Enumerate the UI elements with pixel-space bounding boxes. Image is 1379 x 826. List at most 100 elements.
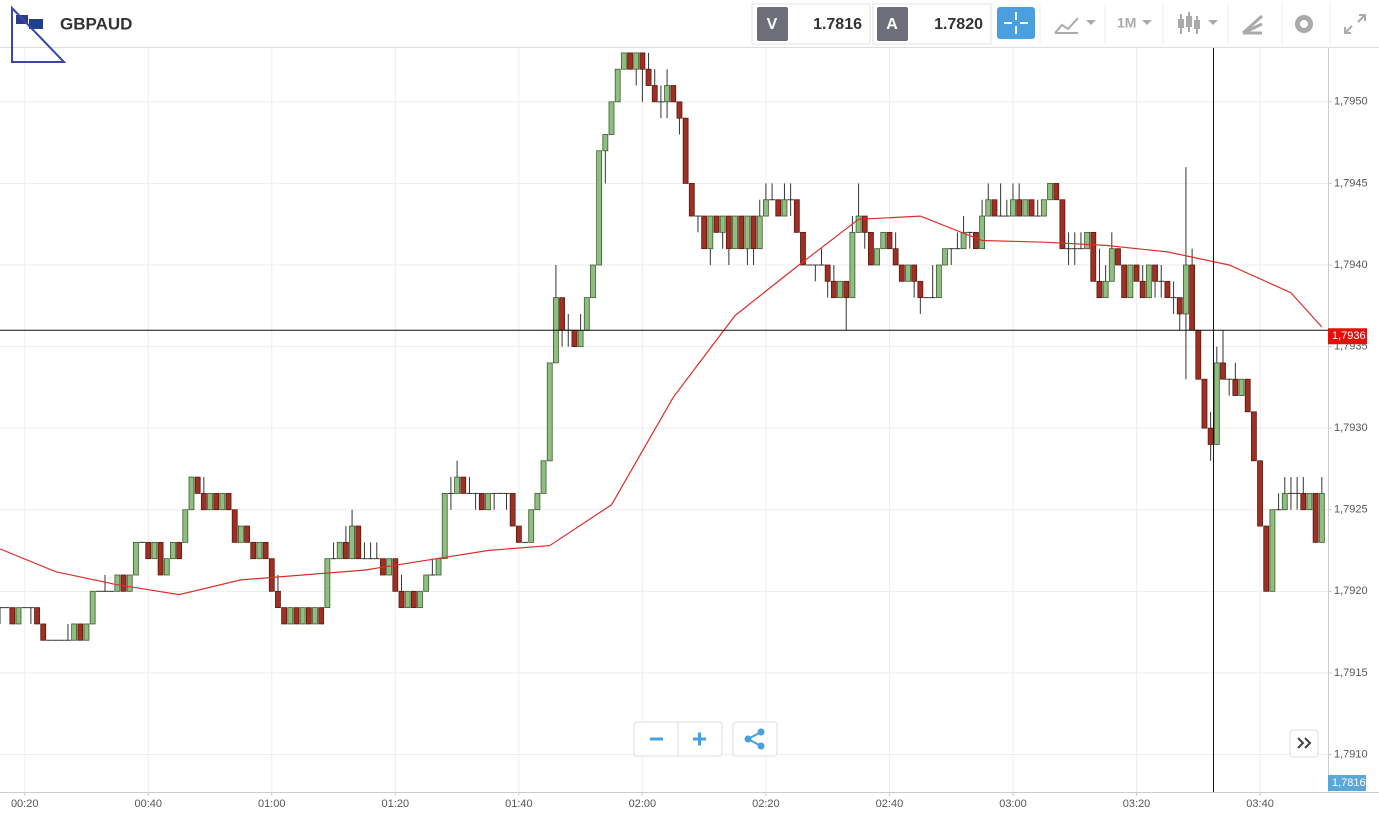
candle-body (874, 248, 880, 266)
candle-body (83, 623, 90, 641)
candle-body (664, 85, 670, 103)
marks (0, 52, 1325, 641)
candle-body (1053, 183, 1060, 201)
candle-body (120, 574, 127, 592)
candle-body (299, 607, 306, 625)
candle-body (1040, 199, 1047, 217)
price-tags: 1,7936 1,7816 (0, 328, 1367, 791)
candle-body (725, 215, 732, 250)
candle-body (719, 215, 726, 233)
x-tick-label: 01:00 (258, 798, 286, 810)
candle-body (688, 183, 695, 217)
candle-body (942, 248, 948, 266)
candle-body (1164, 280, 1171, 299)
candle-body (1010, 199, 1016, 217)
candle-body (571, 329, 578, 347)
candle-body (34, 607, 40, 625)
candle-body (1207, 427, 1214, 445)
candle-body (460, 476, 467, 494)
symbol[interactable]: GBPAUD (60, 14, 132, 33)
y-tick-label: 1,7950 (1334, 96, 1368, 108)
y-tick-label: 1,7925 (1334, 504, 1368, 516)
crosshair-button[interactable] (997, 7, 1035, 39)
y-tick-label: 1,7910 (1334, 748, 1368, 760)
timeframe[interactable]: 1M (1117, 15, 1136, 31)
candle-body (540, 460, 547, 494)
candle-body (404, 590, 411, 609)
candle-body (620, 52, 627, 70)
candle-body (71, 623, 78, 641)
zoom-in-button[interactable] (693, 732, 706, 746)
candle-body (275, 590, 281, 609)
candle-body (645, 68, 652, 86)
expand-button[interactable] (1289, 729, 1319, 758)
candle-body (268, 558, 275, 592)
ask-tag-bg[interactable] (877, 7, 908, 41)
candle-body (528, 509, 535, 543)
candle-body (837, 280, 843, 299)
candle-body (898, 264, 905, 282)
candle-body (781, 199, 788, 217)
bid-tag-bg[interactable] (757, 7, 788, 41)
candle-body (1176, 297, 1183, 315)
candle-body (170, 541, 176, 560)
candle-body (670, 85, 677, 103)
candle-body (991, 199, 998, 217)
candle-body (861, 215, 868, 233)
candle-body (911, 264, 918, 282)
candle-body (1312, 493, 1319, 543)
indicator-icon[interactable] (1054, 17, 1079, 34)
dropdown-arrow[interactable] (1208, 20, 1218, 25)
settings-icon-hole (1300, 20, 1308, 28)
toolbar (0, 0, 1379, 47)
candle-body (1115, 248, 1121, 266)
x-tick-label: 02:20 (752, 798, 780, 810)
candle-body (546, 362, 553, 462)
candle-body (905, 264, 911, 282)
dropdown-arrow[interactable] (1086, 20, 1096, 25)
candle-body (1220, 362, 1226, 380)
candle-body (398, 590, 405, 609)
x-tick-label: 00:20 (11, 798, 39, 810)
candle-body (349, 525, 355, 560)
collapse-icon[interactable] (1344, 14, 1366, 34)
candle-body (1244, 378, 1251, 413)
share-icon (757, 742, 765, 750)
candle-body (1108, 248, 1115, 282)
candle-body (824, 264, 831, 282)
candle-body (1189, 264, 1196, 331)
candle-body (237, 525, 244, 543)
candle-body (973, 231, 979, 250)
share-button[interactable] (732, 721, 778, 757)
draw-icon[interactable] (1241, 14, 1264, 35)
candle-body (707, 215, 714, 250)
candle-body (145, 541, 152, 560)
candle-body (868, 231, 874, 266)
candle-body (577, 329, 584, 347)
candle-body (293, 607, 300, 625)
candle-body (608, 101, 615, 135)
candle-body (262, 541, 269, 560)
share-icon (744, 735, 752, 743)
candle-icon-body (1178, 19, 1184, 28)
candle-body (985, 199, 992, 217)
moving-average-line (0, 215, 1323, 596)
candle-body (590, 264, 596, 299)
candle-body (633, 52, 640, 70)
candle-body (750, 215, 757, 250)
ask-tag[interactable]: A (886, 16, 898, 33)
candle-body (256, 541, 263, 560)
bid-tag[interactable]: V (767, 16, 778, 33)
candle-body (1257, 460, 1263, 527)
candle-body (639, 52, 646, 70)
bid-price: 1.7816 (813, 16, 862, 33)
candle-body (207, 493, 213, 511)
candle-body (1047, 183, 1053, 201)
dropdown-arrow[interactable] (1142, 20, 1152, 25)
candle-body (225, 493, 232, 511)
candle-body (40, 623, 47, 641)
candle-body (627, 52, 633, 70)
candle-body (756, 215, 763, 250)
candle-body (1300, 493, 1307, 511)
candle-body (312, 607, 318, 625)
